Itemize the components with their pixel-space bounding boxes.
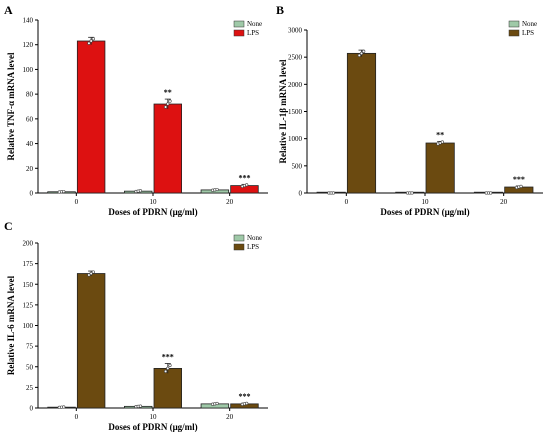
y-tick-label: 200 bbox=[23, 240, 34, 248]
x-tick-label: 20 bbox=[500, 198, 508, 206]
legend-label-lps: LPS bbox=[247, 29, 259, 37]
y-tick-label: 150 bbox=[23, 281, 34, 289]
data-point bbox=[519, 184, 523, 188]
data-point bbox=[245, 401, 249, 405]
panel-letter: B bbox=[276, 3, 284, 17]
legend-swatch-none bbox=[508, 20, 520, 28]
data-point bbox=[62, 405, 66, 409]
data-point bbox=[168, 99, 172, 103]
significance-mark: *** bbox=[162, 352, 174, 361]
legend-swatch-lps bbox=[233, 243, 245, 251]
data-point bbox=[164, 369, 168, 373]
y-tick-label: 40 bbox=[26, 140, 34, 148]
y-axis-label: Relative IL-1β mRNA level bbox=[278, 59, 288, 163]
data-point bbox=[138, 189, 142, 193]
legend-label-none: None bbox=[247, 234, 262, 242]
y-tick-label: 80 bbox=[26, 91, 34, 99]
x-axis-label: Doses of PDRN (μg/ml) bbox=[108, 422, 197, 432]
y-tick-label: 25 bbox=[26, 384, 34, 392]
data-point bbox=[331, 191, 335, 195]
significance-mark: ** bbox=[436, 130, 444, 139]
x-axis-label: Doses of PDRN (μg/ml) bbox=[380, 207, 469, 217]
legend-swatch-none bbox=[233, 234, 245, 242]
y-tick-label: 100 bbox=[23, 322, 34, 330]
data-point bbox=[362, 49, 366, 54]
data-point bbox=[166, 102, 170, 106]
bar-lps-10 bbox=[153, 367, 183, 409]
y-tick-label: 0 bbox=[30, 190, 34, 198]
x-tick-label: 0 bbox=[75, 198, 79, 206]
significance-mark: *** bbox=[238, 392, 250, 401]
bar-lps-0 bbox=[76, 40, 106, 194]
y-tick-label: 20 bbox=[26, 165, 34, 173]
y-tick-label: 0 bbox=[30, 405, 34, 413]
x-tick-label: 20 bbox=[226, 198, 234, 206]
x-tick-label: 10 bbox=[150, 198, 158, 206]
legend-swatch-lps bbox=[508, 29, 520, 37]
y-tick-label: 125 bbox=[23, 301, 34, 309]
data-point bbox=[440, 140, 444, 144]
data-point bbox=[410, 191, 414, 195]
y-axis-label: Relative IL-6 mRNA level bbox=[6, 275, 16, 375]
bar-lps-0 bbox=[346, 52, 377, 194]
data-point bbox=[87, 273, 91, 277]
y-tick-label: 0 bbox=[299, 190, 303, 198]
y-tick-label: 2000 bbox=[288, 81, 303, 89]
y-tick-label: 100 bbox=[23, 66, 34, 74]
data-point bbox=[489, 191, 493, 195]
legend-label-none: None bbox=[247, 20, 262, 28]
panel-letter: C bbox=[4, 219, 13, 233]
data-point bbox=[357, 53, 361, 57]
significance-mark: ** bbox=[164, 88, 172, 97]
x-tick-label: 10 bbox=[150, 413, 158, 421]
data-point bbox=[89, 271, 93, 276]
data-point bbox=[91, 37, 95, 41]
legend-label-lps: LPS bbox=[522, 29, 534, 37]
data-point bbox=[87, 41, 91, 45]
chart-panel-B: B 0 500 1000 1500 2000 2500 3000 Relative IL-1β … bbox=[276, 3, 543, 217]
y-tick-label: 175 bbox=[23, 260, 34, 268]
x-tick-label: 20 bbox=[226, 413, 234, 421]
data-point bbox=[62, 189, 66, 194]
data-point bbox=[138, 404, 142, 408]
x-tick-label: 0 bbox=[75, 413, 79, 421]
data-point bbox=[359, 51, 364, 55]
y-tick-label: 500 bbox=[292, 162, 303, 170]
significance-mark: *** bbox=[238, 173, 250, 182]
y-tick-label: 50 bbox=[26, 363, 34, 371]
bar-lps-10 bbox=[153, 103, 183, 194]
data-point bbox=[215, 187, 219, 192]
y-axis-label: Relative TNF-α mRNA level bbox=[6, 52, 16, 161]
legend-swatch-none bbox=[233, 20, 245, 28]
legend-swatch-lps bbox=[233, 29, 245, 37]
y-tick-label: 60 bbox=[26, 115, 34, 123]
y-tick-label: 1000 bbox=[288, 135, 303, 143]
data-point bbox=[89, 39, 93, 43]
data-point bbox=[166, 366, 170, 371]
bar-lps-10 bbox=[425, 142, 455, 194]
data-point bbox=[164, 105, 168, 109]
y-tick-label: 120 bbox=[23, 41, 34, 49]
y-tick-label: 140 bbox=[23, 17, 34, 25]
x-tick-label: 0 bbox=[345, 198, 349, 206]
data-point bbox=[168, 363, 172, 368]
legend-label-none: None bbox=[522, 20, 537, 28]
y-tick-label: 1500 bbox=[288, 108, 303, 116]
data-point bbox=[91, 270, 95, 274]
legend-label-lps: LPS bbox=[247, 243, 259, 251]
x-axis-label: Doses of PDRN (μg/ml) bbox=[108, 207, 197, 217]
bar-lps-0 bbox=[76, 273, 106, 409]
y-tick-label: 75 bbox=[26, 343, 34, 351]
data-point bbox=[245, 183, 249, 187]
x-tick-label: 10 bbox=[422, 198, 430, 206]
data-point bbox=[215, 401, 219, 406]
significance-mark: *** bbox=[513, 175, 525, 184]
panel-letter: A bbox=[4, 3, 13, 17]
y-tick-label: 2500 bbox=[288, 54, 303, 62]
y-tick-label: 3000 bbox=[288, 27, 303, 35]
